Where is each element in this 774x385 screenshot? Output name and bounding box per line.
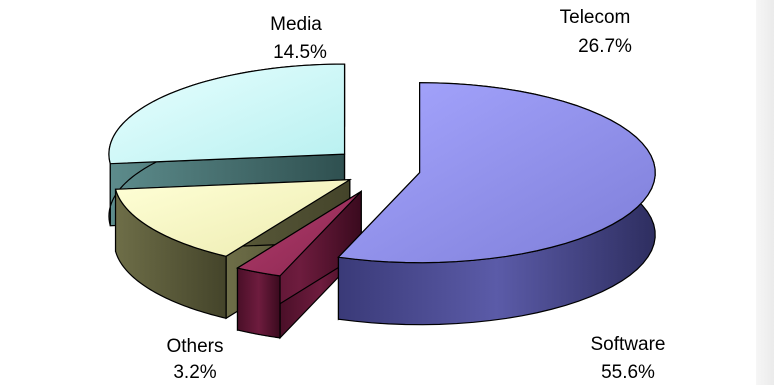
slice-label-others: Others: [166, 336, 223, 357]
slice-outer-wall: [236, 267, 281, 339]
slice-top-face: [114, 179, 353, 257]
slice-label-telecom: Telecom: [560, 7, 631, 28]
slice-top-face: [108, 63, 346, 165]
slice-top-face: [337, 82, 656, 264]
slice-value-media: 14.5%: [273, 42, 327, 63]
slice-value-others: 3.2%: [173, 362, 216, 383]
right-edge-strip: [756, 0, 774, 385]
slice-top-face: [235, 190, 362, 277]
slice-label-software: Software: [591, 334, 666, 355]
pie-slice-others: [235, 189, 362, 340]
slice-value-software: 55.6%: [601, 362, 655, 383]
slice-label-media: Media: [270, 14, 322, 35]
pie-slice-software: [337, 82, 656, 326]
slice-value-telecom: 26.7%: [578, 36, 632, 57]
